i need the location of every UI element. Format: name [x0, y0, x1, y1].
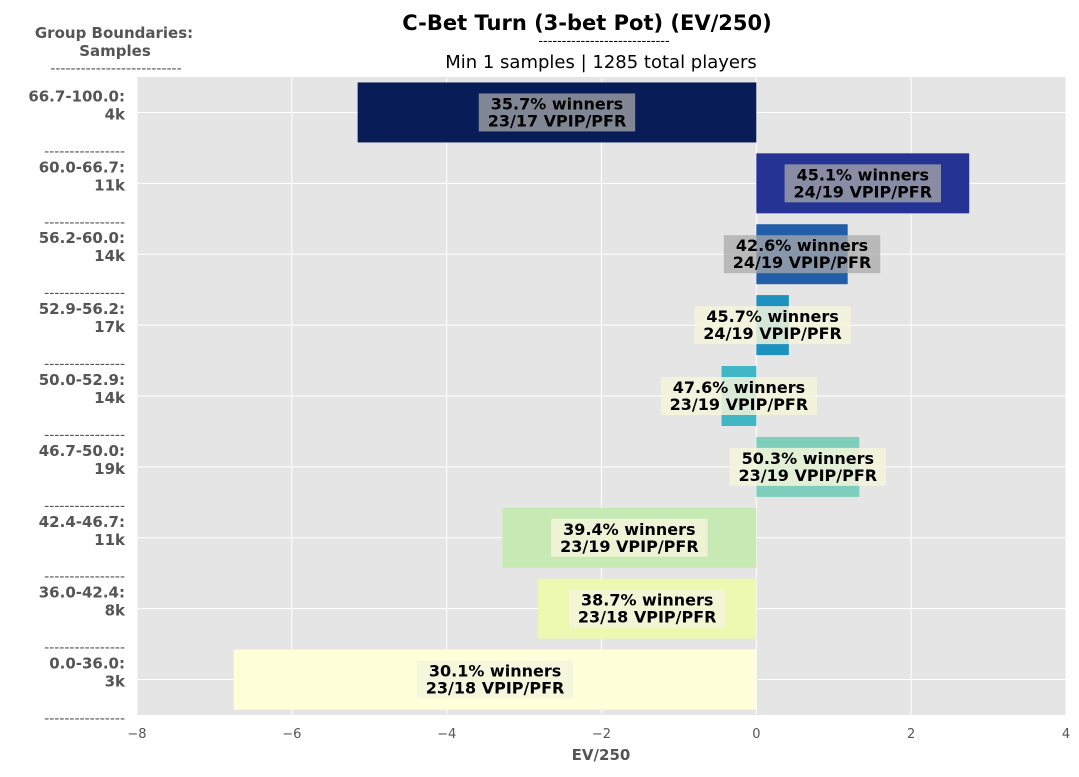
group-separator: ----------------: [44, 640, 125, 656]
group-samples-label: 11k: [94, 176, 126, 194]
x-tick-label: 2: [907, 727, 915, 742]
x-tick-label: −4: [437, 727, 456, 742]
chart-title: C-Bet Turn (3-bet Pot) (EV/250): [402, 11, 771, 35]
group-separator: ----------------: [44, 286, 125, 302]
bar-label-vpip: 23/19 VPIP/PFR: [670, 395, 809, 414]
group-range-label: 56.2-60.0:: [39, 229, 125, 247]
group-range-label: 0.0-36.0:: [49, 655, 125, 673]
bar-label-winners: 42.6% winners: [736, 236, 868, 255]
group-header-samples: Samples: [79, 42, 151, 60]
bar-label-winners: 47.6% winners: [673, 378, 805, 397]
bar-label-vpip: 24/19 VPIP/PFR: [703, 324, 842, 343]
x-tick-label: 0: [752, 727, 760, 742]
group-header-rule: --------------------------: [50, 61, 181, 77]
bar-label-box: [416, 660, 574, 699]
bar-label-box: [660, 377, 818, 415]
group-separator: ----------------: [44, 427, 125, 443]
group-separator: ----------------: [44, 569, 125, 585]
bar-label-winners: 38.7% winners: [581, 591, 713, 610]
chart-title-rule: ----------------------------: [538, 34, 670, 49]
bar-label-winners: 35.7% winners: [491, 94, 623, 113]
bar-label-vpip: 23/18 VPIP/PFR: [578, 608, 717, 627]
group-samples-label: 19k: [94, 460, 126, 478]
group-range-label: 36.0-42.4:: [39, 584, 125, 602]
y-axis-labels: 66.7-100.0:4k----------------60.0-66.7:1…: [28, 87, 126, 727]
bar-label-vpip: 24/19 VPIP/PFR: [794, 182, 933, 201]
bar-label-winners: 30.1% winners: [429, 662, 561, 681]
bar-label-box: [784, 164, 941, 203]
group-range-label: 46.7-50.0:: [39, 442, 125, 460]
group-separator: ----------------: [44, 144, 125, 160]
x-tick-label: −2: [592, 727, 611, 742]
bar-label-box: [729, 447, 887, 486]
bar-label-winners: 45.7% winners: [706, 307, 838, 326]
group-samples-label: 8k: [105, 602, 126, 620]
group-range-label: 66.7-100.0:: [28, 87, 125, 105]
bar-label-winners: 50.3% winners: [742, 449, 874, 468]
group-samples-label: 14k: [94, 389, 126, 407]
group-samples-label: 4k: [105, 105, 126, 123]
x-tick-label: 4: [1062, 727, 1070, 742]
bar-label-box: [694, 306, 851, 345]
group-range-label: 60.0-66.7:: [39, 158, 125, 176]
group-separator: ----------------: [44, 711, 125, 727]
bar-label-box: [478, 93, 636, 132]
group-header: Group Boundaries:: [35, 24, 193, 42]
bar-label-vpip: 23/19 VPIP/PFR: [739, 466, 878, 485]
group-samples-label: 3k: [105, 673, 126, 691]
group-separator: ----------------: [44, 357, 125, 373]
bar-label-box: [723, 235, 881, 274]
bar-label-vpip: 23/17 VPIP/PFR: [488, 111, 627, 130]
group-separator: ----------------: [44, 498, 125, 514]
group-range-label: 42.4-46.7:: [39, 513, 125, 531]
group-separator: ----------------: [44, 215, 125, 231]
group-range-label: 50.0-52.9:: [39, 371, 125, 389]
bar-label-vpip: 23/19 VPIP/PFR: [560, 537, 699, 556]
bar-label-winners: 45.1% winners: [797, 165, 929, 184]
x-tick-label: −8: [127, 727, 146, 742]
bar-label-vpip: 23/18 VPIP/PFR: [426, 679, 565, 698]
group-range-label: 52.9-56.2:: [39, 300, 125, 318]
x-axis-ticks: −8 −6 −4 −2 0 2 4: [127, 727, 1070, 742]
group-samples-label: 17k: [94, 318, 126, 336]
x-tick-label: −6: [282, 727, 301, 742]
bar-label-winners: 39.4% winners: [563, 520, 695, 539]
bar-label-box: [568, 589, 726, 628]
chart-subtitle: Min 1 samples | 1285 total players: [445, 52, 757, 73]
bar-label-vpip: 24/19 VPIP/PFR: [733, 253, 872, 272]
x-axis-label: EV/250: [572, 746, 631, 764]
bar-label-box: [551, 518, 708, 557]
group-samples-label: 14k: [94, 247, 126, 265]
group-samples-label: 11k: [94, 531, 126, 549]
